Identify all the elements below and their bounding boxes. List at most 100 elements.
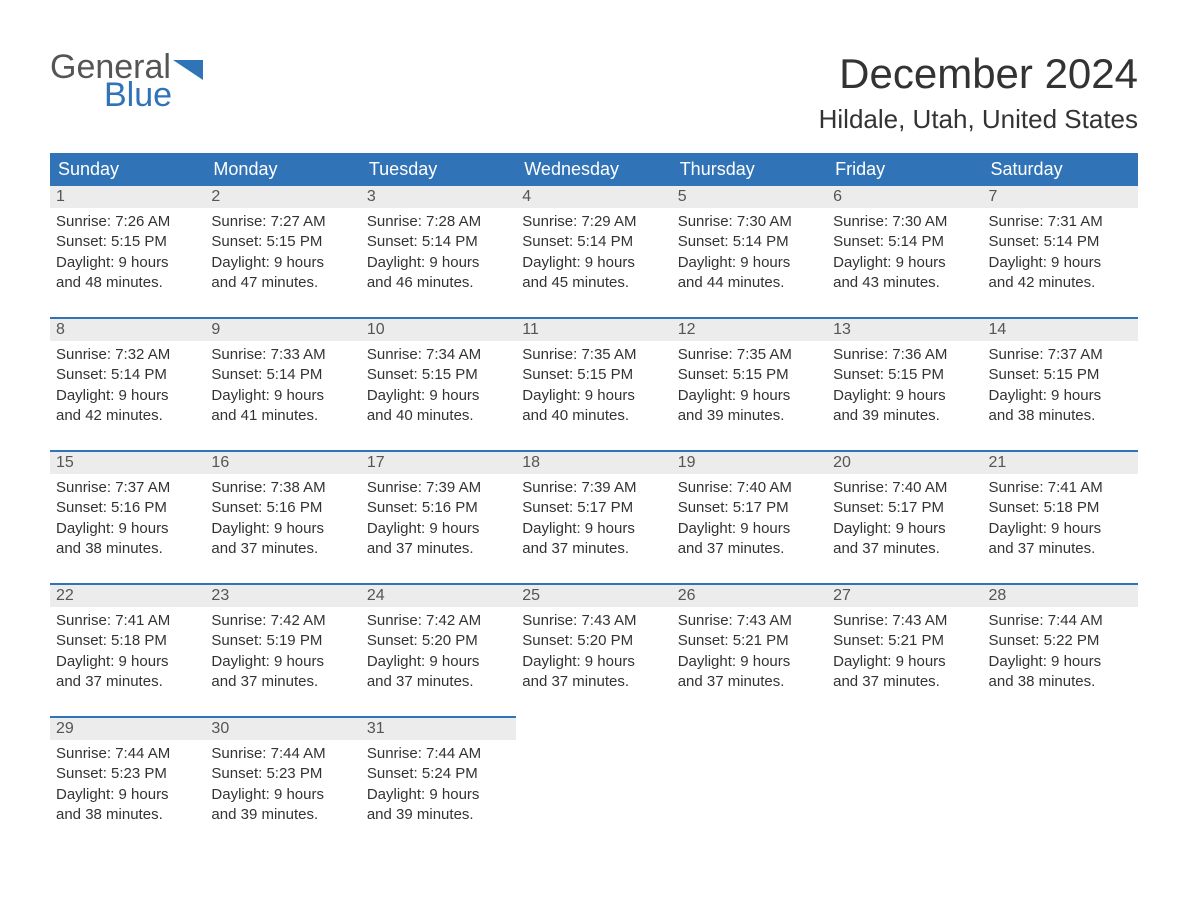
- sunrise-line: Sunrise: 7:44 AM: [211, 744, 354, 764]
- calendar-cell: 31Sunrise: 7:44 AMSunset: 5:24 PMDayligh…: [361, 716, 516, 849]
- daylight-line: and 39 minutes.: [211, 805, 354, 825]
- daylight-line: Daylight: 9 hours: [56, 785, 199, 805]
- day-number: 11: [516, 319, 671, 341]
- daylight-line: Daylight: 9 hours: [833, 386, 976, 406]
- sunrise-line: Sunrise: 7:26 AM: [56, 212, 199, 232]
- day-number: 9: [205, 319, 360, 341]
- sunset-line: Sunset: 5:20 PM: [522, 631, 665, 651]
- header-block: General Blue December 2024 Hildale, Utah…: [50, 50, 1138, 135]
- day-details: Sunrise: 7:38 AMSunset: 5:16 PMDaylight:…: [205, 474, 360, 559]
- calendar-cell: 27Sunrise: 7:43 AMSunset: 5:21 PMDayligh…: [827, 583, 982, 716]
- calendar-cell: 29Sunrise: 7:44 AMSunset: 5:23 PMDayligh…: [50, 716, 205, 849]
- daylight-line: Daylight: 9 hours: [989, 386, 1132, 406]
- sunset-line: Sunset: 5:16 PM: [367, 498, 510, 518]
- sunset-line: Sunset: 5:14 PM: [678, 232, 821, 252]
- daylight-line: Daylight: 9 hours: [522, 652, 665, 672]
- calendar-cell: 22Sunrise: 7:41 AMSunset: 5:18 PMDayligh…: [50, 583, 205, 716]
- day-details: Sunrise: 7:39 AMSunset: 5:17 PMDaylight:…: [516, 474, 671, 559]
- sunrise-line: Sunrise: 7:39 AM: [367, 478, 510, 498]
- brand-logo: General Blue: [50, 50, 203, 112]
- weekday-header: Wednesday: [516, 153, 671, 186]
- day-details: Sunrise: 7:30 AMSunset: 5:14 PMDaylight:…: [827, 208, 982, 293]
- daylight-line: and 46 minutes.: [367, 273, 510, 293]
- daylight-line: and 48 minutes.: [56, 273, 199, 293]
- sunset-line: Sunset: 5:15 PM: [678, 365, 821, 385]
- calendar-cell: 19Sunrise: 7:40 AMSunset: 5:17 PMDayligh…: [672, 450, 827, 583]
- daylight-line: and 41 minutes.: [211, 406, 354, 426]
- daylight-line: and 37 minutes.: [211, 672, 354, 692]
- calendar-cell: 30Sunrise: 7:44 AMSunset: 5:23 PMDayligh…: [205, 716, 360, 849]
- sunset-line: Sunset: 5:24 PM: [367, 764, 510, 784]
- daylight-line: and 37 minutes.: [678, 672, 821, 692]
- sunset-line: Sunset: 5:20 PM: [367, 631, 510, 651]
- daylight-line: and 38 minutes.: [56, 805, 199, 825]
- day-number: 13: [827, 319, 982, 341]
- daylight-line: and 39 minutes.: [367, 805, 510, 825]
- daylight-line: Daylight: 9 hours: [989, 519, 1132, 539]
- sunrise-line: Sunrise: 7:33 AM: [211, 345, 354, 365]
- sunrise-line: Sunrise: 7:42 AM: [211, 611, 354, 631]
- calendar-cell: 12Sunrise: 7:35 AMSunset: 5:15 PMDayligh…: [672, 317, 827, 450]
- daylight-line: and 37 minutes.: [989, 539, 1132, 559]
- calendar-cell: 16Sunrise: 7:38 AMSunset: 5:16 PMDayligh…: [205, 450, 360, 583]
- daylight-line: and 37 minutes.: [211, 539, 354, 559]
- sunset-line: Sunset: 5:16 PM: [211, 498, 354, 518]
- daylight-line: Daylight: 9 hours: [522, 253, 665, 273]
- sunrise-line: Sunrise: 7:40 AM: [678, 478, 821, 498]
- daylight-line: and 37 minutes.: [522, 672, 665, 692]
- sunset-line: Sunset: 5:17 PM: [678, 498, 821, 518]
- sunset-line: Sunset: 5:14 PM: [56, 365, 199, 385]
- month-title: December 2024: [819, 50, 1138, 98]
- sunset-line: Sunset: 5:16 PM: [56, 498, 199, 518]
- daylight-line: and 38 minutes.: [989, 406, 1132, 426]
- day-number: 24: [361, 585, 516, 607]
- calendar-header-row: Sunday Monday Tuesday Wednesday Thursday…: [50, 153, 1138, 186]
- daylight-line: and 38 minutes.: [56, 539, 199, 559]
- daylight-line: Daylight: 9 hours: [56, 253, 199, 273]
- day-number: 28: [983, 585, 1138, 607]
- day-details: Sunrise: 7:34 AMSunset: 5:15 PMDaylight:…: [361, 341, 516, 426]
- sunset-line: Sunset: 5:17 PM: [522, 498, 665, 518]
- day-details: Sunrise: 7:33 AMSunset: 5:14 PMDaylight:…: [205, 341, 360, 426]
- sunrise-line: Sunrise: 7:32 AM: [56, 345, 199, 365]
- calendar-cell: 4Sunrise: 7:29 AMSunset: 5:14 PMDaylight…: [516, 186, 671, 317]
- daylight-line: and 37 minutes.: [522, 539, 665, 559]
- sunrise-line: Sunrise: 7:44 AM: [989, 611, 1132, 631]
- daylight-line: Daylight: 9 hours: [522, 519, 665, 539]
- daylight-line: Daylight: 9 hours: [211, 253, 354, 273]
- calendar-cell: 26Sunrise: 7:43 AMSunset: 5:21 PMDayligh…: [672, 583, 827, 716]
- daylight-line: Daylight: 9 hours: [833, 253, 976, 273]
- day-details: Sunrise: 7:30 AMSunset: 5:14 PMDaylight:…: [672, 208, 827, 293]
- daylight-line: and 39 minutes.: [833, 406, 976, 426]
- calendar-cell: 25Sunrise: 7:43 AMSunset: 5:20 PMDayligh…: [516, 583, 671, 716]
- day-details: Sunrise: 7:27 AMSunset: 5:15 PMDaylight:…: [205, 208, 360, 293]
- day-number: 2: [205, 186, 360, 208]
- calendar-cell: 5Sunrise: 7:30 AMSunset: 5:14 PMDaylight…: [672, 186, 827, 317]
- daylight-line: and 39 minutes.: [678, 406, 821, 426]
- daylight-line: and 43 minutes.: [833, 273, 976, 293]
- sunrise-line: Sunrise: 7:28 AM: [367, 212, 510, 232]
- day-details: Sunrise: 7:32 AMSunset: 5:14 PMDaylight:…: [50, 341, 205, 426]
- daylight-line: Daylight: 9 hours: [367, 386, 510, 406]
- daylight-line: and 40 minutes.: [367, 406, 510, 426]
- day-number: 25: [516, 585, 671, 607]
- sunrise-line: Sunrise: 7:38 AM: [211, 478, 354, 498]
- sunset-line: Sunset: 5:21 PM: [678, 631, 821, 651]
- sunset-line: Sunset: 5:15 PM: [833, 365, 976, 385]
- day-details: Sunrise: 7:44 AMSunset: 5:23 PMDaylight:…: [205, 740, 360, 825]
- day-details: Sunrise: 7:26 AMSunset: 5:15 PMDaylight:…: [50, 208, 205, 293]
- sunset-line: Sunset: 5:14 PM: [367, 232, 510, 252]
- day-details: Sunrise: 7:43 AMSunset: 5:20 PMDaylight:…: [516, 607, 671, 692]
- day-details: Sunrise: 7:43 AMSunset: 5:21 PMDaylight:…: [672, 607, 827, 692]
- day-details: Sunrise: 7:31 AMSunset: 5:14 PMDaylight:…: [983, 208, 1138, 293]
- day-details: Sunrise: 7:36 AMSunset: 5:15 PMDaylight:…: [827, 341, 982, 426]
- sunset-line: Sunset: 5:18 PM: [989, 498, 1132, 518]
- day-number: 23: [205, 585, 360, 607]
- calendar-week: 1Sunrise: 7:26 AMSunset: 5:15 PMDaylight…: [50, 186, 1138, 317]
- daylight-line: and 37 minutes.: [833, 672, 976, 692]
- day-number: 30: [205, 718, 360, 740]
- daylight-line: Daylight: 9 hours: [989, 652, 1132, 672]
- calendar-cell: 15Sunrise: 7:37 AMSunset: 5:16 PMDayligh…: [50, 450, 205, 583]
- sunrise-line: Sunrise: 7:40 AM: [833, 478, 976, 498]
- daylight-line: and 37 minutes.: [678, 539, 821, 559]
